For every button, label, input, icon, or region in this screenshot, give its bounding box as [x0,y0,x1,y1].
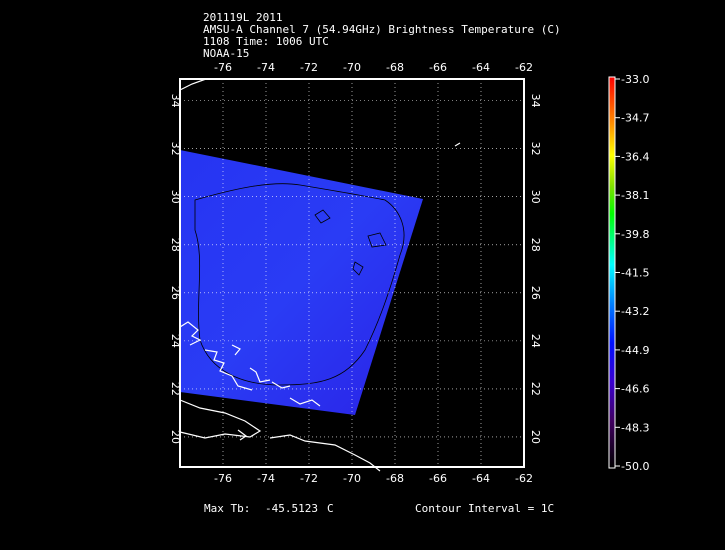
lon-label-bottom: -62 [515,472,533,485]
colorbar-label: -38.1 [621,189,649,202]
lat-label-left: 30 [169,190,182,204]
lon-label-bottom: -76 [214,472,232,485]
lat-label-right: 22 [529,382,542,396]
lon-label-bottom: -66 [429,472,447,485]
lat-label-left: 32 [169,142,182,156]
lon-label-bottom: -72 [300,472,318,485]
lat-label-left: 26 [169,286,182,300]
contour-interval: Contour Interval = 1C [415,502,555,515]
colorbar-label: -36.4 [621,150,649,163]
lon-label-top: -70 [343,61,361,74]
map-frame [179,78,525,468]
lat-label-right: 24 [529,334,542,348]
lat-label-left: 22 [169,382,182,396]
colorbar-label: -44.9 [621,344,649,357]
lat-label-right: 28 [529,238,542,252]
lat-label-right: 26 [529,286,542,300]
swath-data [180,150,423,415]
colorbar [608,76,616,469]
colorbar-label: -48.3 [621,421,649,434]
lat-label-right: 30 [529,190,542,204]
title-date: 201119L 2011 [203,11,283,24]
max-tb-label: Max Tb: [204,502,251,515]
max-tb-value: -45.5123 [265,502,318,515]
lat-label-left: 20 [169,430,182,444]
lon-label-bottom: -64 [472,472,490,485]
lat-label-right: 34 [529,94,542,108]
max-tb-unit: C [327,502,334,515]
colorbar-label: -43.2 [621,305,649,318]
lon-label-bottom: -70 [343,472,361,485]
colorbar-label: -33.0 [621,73,649,86]
lat-label-left: 24 [169,334,182,348]
title-satellite: NOAA-15 [203,47,250,60]
lat-label-left: 34 [169,94,182,108]
lon-label-top: -74 [257,61,275,74]
colorbar-label: -39.8 [621,228,649,241]
lon-label-top: -68 [386,61,404,74]
lat-label-left: 28 [169,238,182,252]
title-product: AMSU-A Channel 7 (54.94GHz) Brightness T… [203,23,561,36]
lon-label-top: -62 [515,61,533,74]
lon-label-top: -66 [429,61,447,74]
lon-label-top: -72 [300,61,318,74]
coastlines [179,78,461,472]
lat-lon-grid [180,79,524,467]
colorbar-label: -50.0 [621,460,649,473]
lon-label-bottom: -68 [386,472,404,485]
lon-label-bottom: -74 [257,472,275,485]
lon-label-top: -76 [214,61,232,74]
colorbar-label: -46.6 [621,383,649,396]
colorbar-label: -41.5 [621,267,649,280]
axis-ticks: -76 -76 -74 -74 -72 -72 -70 -70 -68 -68 -66 -66 -64 -… [169,61,542,485]
title-time: 1108 Time: 1006 UTC [203,35,329,48]
lat-label-right: 32 [529,142,542,156]
lat-label-right: 20 [529,430,542,444]
colorbar-label: -34.7 [621,112,649,125]
lon-label-top: -64 [472,61,490,74]
